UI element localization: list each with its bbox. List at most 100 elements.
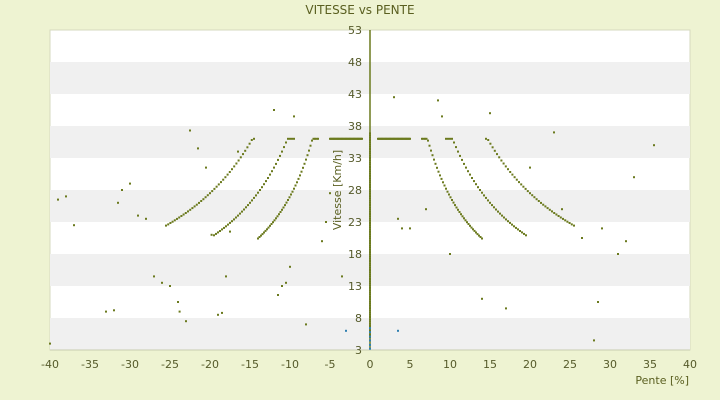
data-point: [653, 144, 655, 147]
data-point: [185, 320, 187, 323]
data-point: [224, 176, 227, 179]
data-point: [521, 231, 523, 234]
y-tick-label: 23: [348, 216, 362, 229]
x-tick-label: 25: [563, 358, 577, 371]
x-tick-label: 20: [523, 358, 537, 371]
data-point: [475, 183, 477, 186]
data-point: [467, 223, 470, 225]
data-point: [481, 237, 483, 240]
data-point: [275, 217, 277, 220]
data-point: [237, 214, 239, 217]
data-point: [369, 192, 371, 195]
data-point: [233, 165, 236, 168]
data-point: [369, 251, 371, 254]
data-point: [430, 149, 432, 152]
data-point: [217, 183, 220, 186]
data-point: [377, 137, 379, 140]
data-point: [213, 187, 216, 190]
data-point: [625, 240, 627, 243]
data-point: [455, 146, 457, 149]
data-point: [369, 157, 371, 159]
data-point: [258, 236, 261, 238]
data-point: [597, 301, 599, 303]
data-point: [229, 221, 231, 224]
x-tick-label: 30: [603, 358, 617, 371]
data-point: [195, 203, 198, 206]
data-point: [177, 301, 179, 303]
data-point: [573, 224, 575, 227]
data-point: [553, 212, 556, 214]
data-point: [257, 237, 259, 240]
data-point: [445, 187, 447, 190]
data-point: [270, 223, 273, 225]
data-point-blue: [369, 335, 371, 338]
data-point: [542, 203, 545, 206]
data-point: [409, 227, 411, 230]
data-point: [369, 163, 371, 166]
data-point: [369, 166, 371, 168]
data-point: [491, 204, 493, 207]
data-point: [369, 201, 371, 204]
data-point: [369, 206, 371, 209]
data-point: [291, 190, 294, 193]
y-tick-label: 43: [348, 88, 362, 101]
data-point-blue: [369, 327, 371, 330]
data-point: [471, 177, 473, 179]
data-point: [266, 228, 268, 231]
data-point: [507, 168, 509, 171]
data-point: [263, 231, 265, 234]
data-point: [253, 137, 255, 140]
data-point: [369, 239, 371, 242]
data-point: [570, 223, 573, 226]
data-point: [57, 198, 59, 201]
data-point: [425, 208, 427, 211]
data-point: [466, 221, 468, 224]
data-point: [369, 266, 371, 269]
data-point: [369, 190, 371, 193]
y-axis-title: Vitesse [Km/h]: [331, 150, 344, 230]
data-point: [369, 217, 371, 220]
data-point: [187, 210, 189, 213]
data-point: [475, 231, 477, 234]
data-point: [225, 275, 227, 278]
data-point: [498, 156, 501, 159]
data-point: [220, 181, 222, 184]
data-point: [233, 218, 235, 221]
data-point: [505, 218, 507, 221]
data-point: [496, 153, 498, 156]
data-point: [225, 225, 227, 228]
data-point: [105, 310, 107, 313]
data-point: [369, 204, 371, 206]
data-point: [312, 137, 315, 140]
data-point: [445, 137, 447, 140]
data-point: [369, 148, 371, 150]
data-point: [369, 186, 371, 189]
data-point: [369, 298, 371, 301]
data-point: [533, 196, 536, 199]
data-point: [448, 193, 450, 196]
data-point: [211, 190, 214, 193]
data-point: [500, 159, 503, 162]
data-point-blue: [369, 339, 371, 342]
data-point: [276, 215, 279, 218]
data-point: [289, 137, 291, 140]
data-point: [369, 152, 371, 155]
data-point: [489, 201, 491, 204]
data-point: [369, 278, 371, 280]
data-point: [239, 212, 241, 215]
data-point: [489, 112, 491, 115]
data-point: [369, 329, 371, 332]
data-point: [441, 115, 443, 118]
data-point: [189, 129, 191, 132]
data-point: [299, 174, 301, 177]
data-point: [369, 242, 371, 245]
data-point: [229, 230, 231, 233]
data-point: [369, 246, 371, 249]
x-tick-label: -40: [41, 358, 59, 371]
data-point: [369, 262, 371, 265]
data-point: [291, 137, 293, 140]
data-point: [481, 191, 483, 194]
data-point: [503, 216, 505, 219]
data-point: [369, 316, 371, 318]
